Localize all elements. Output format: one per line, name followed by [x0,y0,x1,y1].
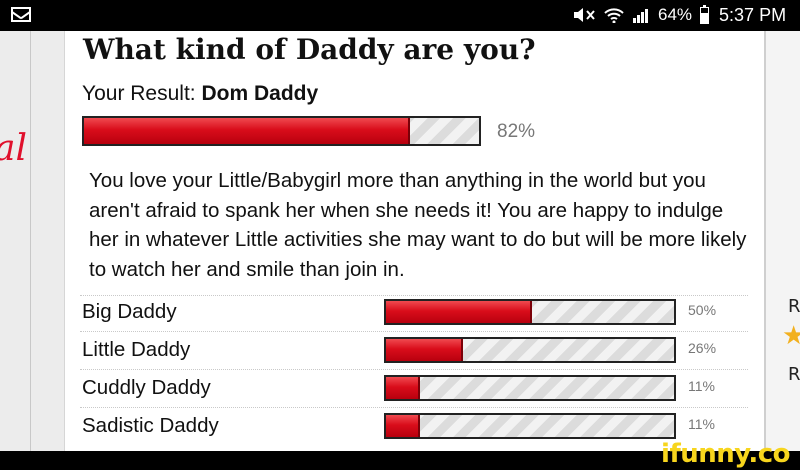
mute-icon [574,8,595,22]
right-edge-letter: R [788,296,800,317]
signal-icon [633,9,648,23]
other-result-percent: 26% [688,340,717,356]
other-result-label: Little Daddy [82,338,191,361]
row-divider [80,295,748,296]
row-divider [80,407,748,408]
other-result-percent: 11% [688,378,715,394]
result-prefix: Your Result: [82,82,196,105]
battery-percent: 64% [658,5,693,24]
other-result-bar [384,337,676,363]
battery-icon [700,4,710,24]
right-sidebar-edge [766,31,800,451]
other-result-bar [384,299,676,325]
other-result-percent: 11% [688,416,715,432]
row-divider [80,369,748,370]
other-result-fill [386,301,532,323]
quiz-title: What kind of Daddy are you? [83,33,536,66]
mail-icon [11,7,31,22]
wifi-icon [604,8,624,23]
status-bar: 64% 5:37 PM [0,0,800,31]
other-result-bar [384,375,676,401]
result-percent: 82% [497,121,536,142]
ifunny-watermark: ifunny.co [661,439,790,469]
result-name: Dom Daddy [201,82,319,105]
other-result-bar [384,413,676,439]
other-result-fill [386,415,420,437]
other-result-fill [386,339,463,361]
clock: 5:37 PM [719,4,787,25]
other-result-label: Big Daddy [82,300,177,323]
result-line: Your Result: Dom Daddy [82,82,318,106]
result-progress-fill [84,118,410,144]
left-column-divider [30,31,31,451]
status-icons: 64% 5:37 PM [572,4,787,25]
bottom-bar [0,451,800,470]
result-progress-bar [82,116,481,146]
right-edge-letter: R [788,364,800,385]
star-icon: ★ [782,320,800,350]
left-edge-fragment: al [0,128,27,169]
other-result-fill [386,377,420,399]
other-result-percent: 50% [688,302,717,318]
result-description: You love your Little/Babygirl more than … [89,169,747,281]
other-result-label: Cuddly Daddy [82,376,211,399]
row-divider [80,331,748,332]
other-result-label: Sadistic Daddy [82,414,219,437]
